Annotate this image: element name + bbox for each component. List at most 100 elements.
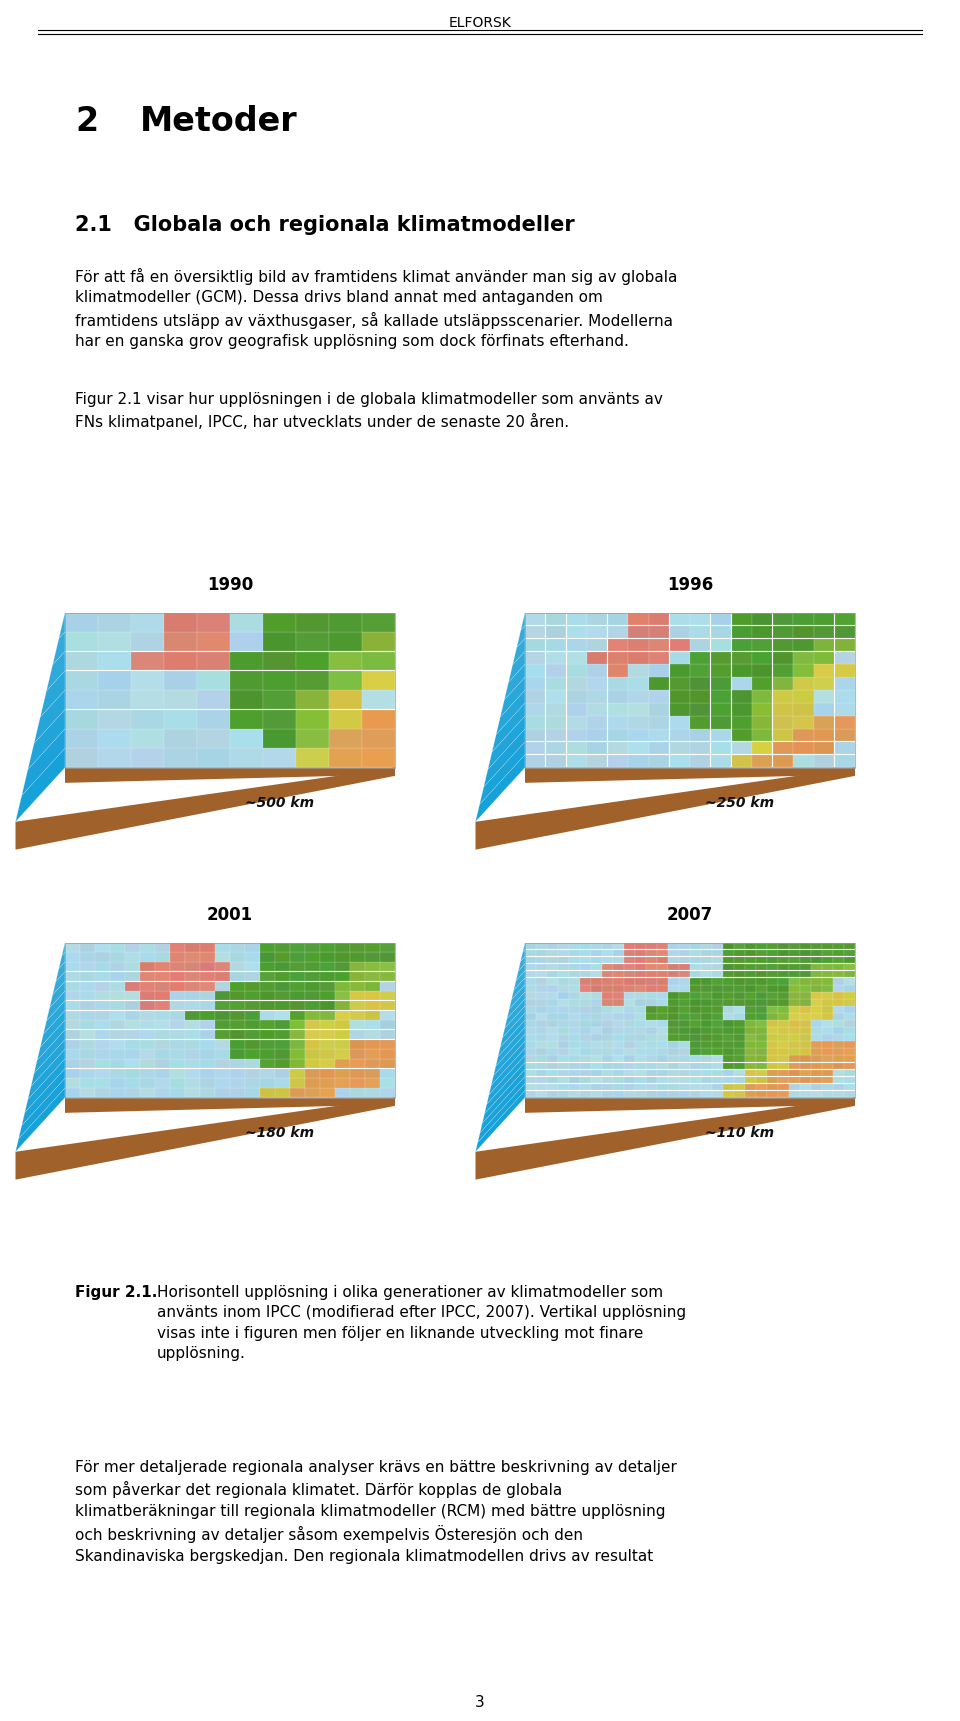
Bar: [723, 964, 733, 971]
Bar: [525, 664, 545, 676]
Bar: [588, 716, 608, 728]
Bar: [833, 1069, 844, 1076]
Bar: [215, 962, 229, 971]
Bar: [814, 704, 834, 716]
Bar: [723, 1077, 733, 1083]
Polygon shape: [518, 957, 525, 971]
Bar: [350, 1069, 365, 1077]
Bar: [201, 962, 215, 971]
Bar: [201, 1058, 215, 1069]
Bar: [844, 1027, 854, 1034]
Bar: [125, 943, 140, 952]
Bar: [290, 1079, 304, 1088]
Bar: [297, 632, 328, 651]
Bar: [801, 950, 811, 957]
Bar: [602, 978, 612, 984]
Bar: [710, 678, 731, 690]
Bar: [335, 1002, 349, 1010]
Bar: [680, 1027, 689, 1034]
Bar: [547, 1027, 558, 1034]
Bar: [591, 957, 602, 964]
Bar: [756, 1007, 767, 1012]
Bar: [680, 971, 689, 978]
Bar: [335, 943, 349, 952]
Bar: [811, 971, 822, 978]
Bar: [789, 1062, 800, 1069]
Bar: [723, 1021, 733, 1027]
Bar: [140, 1050, 155, 1058]
Bar: [646, 1084, 657, 1089]
Bar: [537, 1027, 547, 1034]
Bar: [321, 962, 335, 971]
Bar: [263, 613, 296, 632]
Bar: [833, 943, 844, 950]
Bar: [156, 943, 170, 952]
Bar: [140, 991, 155, 1000]
Bar: [276, 1039, 290, 1048]
Bar: [767, 964, 778, 971]
Bar: [690, 1041, 701, 1048]
Bar: [779, 991, 789, 998]
Bar: [215, 1058, 229, 1069]
Bar: [580, 1027, 590, 1034]
Bar: [260, 1021, 275, 1029]
Bar: [710, 756, 731, 768]
Bar: [156, 991, 170, 1000]
Bar: [559, 1000, 568, 1005]
Bar: [140, 1069, 155, 1077]
Bar: [801, 957, 811, 964]
Bar: [690, 1007, 701, 1012]
Bar: [690, 626, 710, 638]
Bar: [65, 943, 80, 952]
Bar: [793, 742, 813, 754]
Bar: [690, 978, 701, 984]
Bar: [732, 664, 752, 676]
Bar: [125, 1069, 140, 1077]
Bar: [833, 1041, 844, 1048]
Bar: [547, 957, 558, 964]
Bar: [624, 971, 635, 978]
Polygon shape: [40, 1010, 65, 1046]
Bar: [636, 1084, 646, 1089]
Bar: [81, 1079, 95, 1088]
Bar: [537, 1034, 547, 1041]
Bar: [580, 971, 590, 978]
Bar: [823, 1091, 832, 1098]
Bar: [834, 742, 854, 754]
Bar: [712, 1048, 723, 1055]
Bar: [297, 709, 328, 728]
Bar: [646, 1021, 657, 1027]
Bar: [588, 626, 608, 638]
Text: Figur 2.1.: Figur 2.1.: [75, 1286, 157, 1299]
Bar: [95, 1002, 109, 1010]
Bar: [613, 1021, 624, 1027]
Bar: [773, 626, 793, 638]
Bar: [321, 1029, 335, 1039]
Bar: [823, 964, 832, 971]
Bar: [732, 638, 752, 651]
Polygon shape: [28, 1050, 65, 1100]
Bar: [629, 678, 649, 690]
Bar: [525, 1021, 536, 1027]
Bar: [290, 981, 304, 991]
Bar: [658, 943, 668, 950]
Bar: [547, 1084, 558, 1089]
Bar: [591, 1007, 602, 1012]
Bar: [680, 978, 689, 984]
Polygon shape: [65, 768, 395, 783]
Bar: [98, 652, 131, 671]
Polygon shape: [485, 1062, 525, 1113]
Bar: [773, 742, 793, 754]
Bar: [569, 984, 580, 991]
Bar: [779, 1069, 789, 1076]
Bar: [580, 957, 590, 964]
Bar: [613, 950, 624, 957]
Bar: [613, 1091, 624, 1098]
Bar: [559, 991, 568, 998]
Bar: [811, 957, 822, 964]
Bar: [668, 978, 679, 984]
Bar: [779, 950, 789, 957]
Bar: [811, 1091, 822, 1098]
Bar: [98, 671, 131, 690]
Bar: [525, 1000, 536, 1005]
